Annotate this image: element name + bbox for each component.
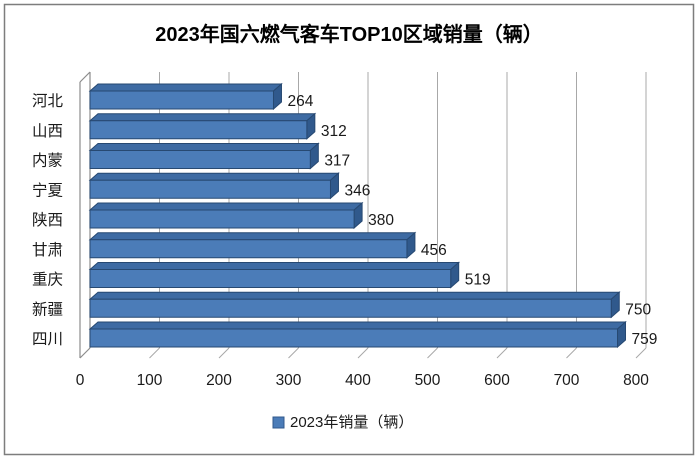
x-tick-label: 600 [484, 372, 510, 389]
category-label: 陕西 [32, 211, 63, 229]
gridline-tick [218, 347, 230, 359]
gridline-tick [288, 347, 299, 359]
x-tick-label: 200 [206, 372, 232, 389]
bar-front-face [89, 328, 619, 348]
bar-front-face [89, 150, 311, 169]
bar-河北 [88, 82, 283, 111]
x-tick-label: 100 [137, 372, 163, 389]
category-label: 山西 [32, 122, 63, 140]
bars: 264 312 317 346 380 456 519 750 759 [88, 82, 658, 349]
bar-top-face [88, 143, 320, 151]
bar-陕西 [88, 201, 364, 230]
bar-top-face [88, 83, 283, 92]
axis-wall-line [79, 71, 91, 83]
bar-top-face [88, 262, 461, 270]
legend-label: 2023年销量（辆） [290, 414, 413, 431]
value-axis-labels: 0 100 200 300 400 500 600 700 800 [76, 372, 650, 389]
bar-front-face [89, 179, 331, 199]
bar-value-label: 456 [421, 242, 447, 259]
bar-内蒙 [88, 142, 320, 170]
axis-wall-line [79, 347, 91, 359]
bar-value-label: 346 [344, 182, 370, 199]
bar-value-label: 759 [632, 331, 658, 348]
bar-value-label: 750 [625, 301, 651, 318]
gridline-tick [635, 347, 647, 359]
bar-新疆 [88, 291, 621, 319]
bar-front-face [89, 269, 452, 288]
x-tick-label: 0 [76, 372, 85, 389]
x-tick-label: 500 [415, 372, 441, 389]
category-label: 新疆 [32, 300, 63, 318]
chart-border [3, 3, 695, 456]
bar-宁夏 [88, 172, 340, 200]
bar-front-face [89, 90, 274, 110]
category-label: 重庆 [32, 271, 63, 289]
bar-value-label: 312 [321, 123, 347, 140]
bar-top-face [88, 232, 417, 241]
category-label: 甘肃 [32, 241, 63, 259]
bar-value-label: 519 [465, 272, 491, 289]
gridline-tick [427, 347, 438, 359]
bar-top-face [88, 172, 340, 181]
category-label: 宁夏 [32, 181, 64, 199]
bar-重庆 [88, 261, 461, 289]
category-label: 四川 [32, 331, 63, 348]
bar-top-face [88, 291, 621, 300]
gridline-tick [149, 347, 160, 359]
bar-top-face [88, 202, 364, 211]
bar-front-face [89, 298, 612, 318]
gridline-tick [357, 347, 369, 359]
x-tick-label: 800 [623, 372, 649, 389]
gridline-tick [566, 347, 577, 359]
bar-top-face [88, 321, 627, 330]
bar-value-label: 317 [324, 153, 350, 170]
gridline-tick [496, 347, 508, 359]
legend: 2023年销量（辆） [272, 414, 413, 431]
bar-山西 [88, 112, 317, 140]
category-label: 内蒙 [32, 152, 63, 170]
x-tick-label: 300 [276, 372, 302, 389]
category-label: 河北 [32, 92, 64, 110]
bar-front-face [89, 239, 408, 259]
bar-top-face [88, 113, 317, 122]
bar-四川 [88, 320, 627, 349]
x-tick-label: 400 [345, 372, 371, 389]
chart-title: 2023年国六燃气客车TOP10区域销量（辆） [155, 22, 543, 46]
bar-value-label: 380 [368, 212, 394, 229]
x-tick-label: 700 [554, 372, 580, 389]
bar-甘肃 [88, 231, 417, 259]
bar-front-face [89, 120, 308, 140]
legend-swatch [272, 416, 285, 429]
bar-front-face [89, 209, 355, 229]
bar-value-label: 264 [287, 93, 313, 110]
